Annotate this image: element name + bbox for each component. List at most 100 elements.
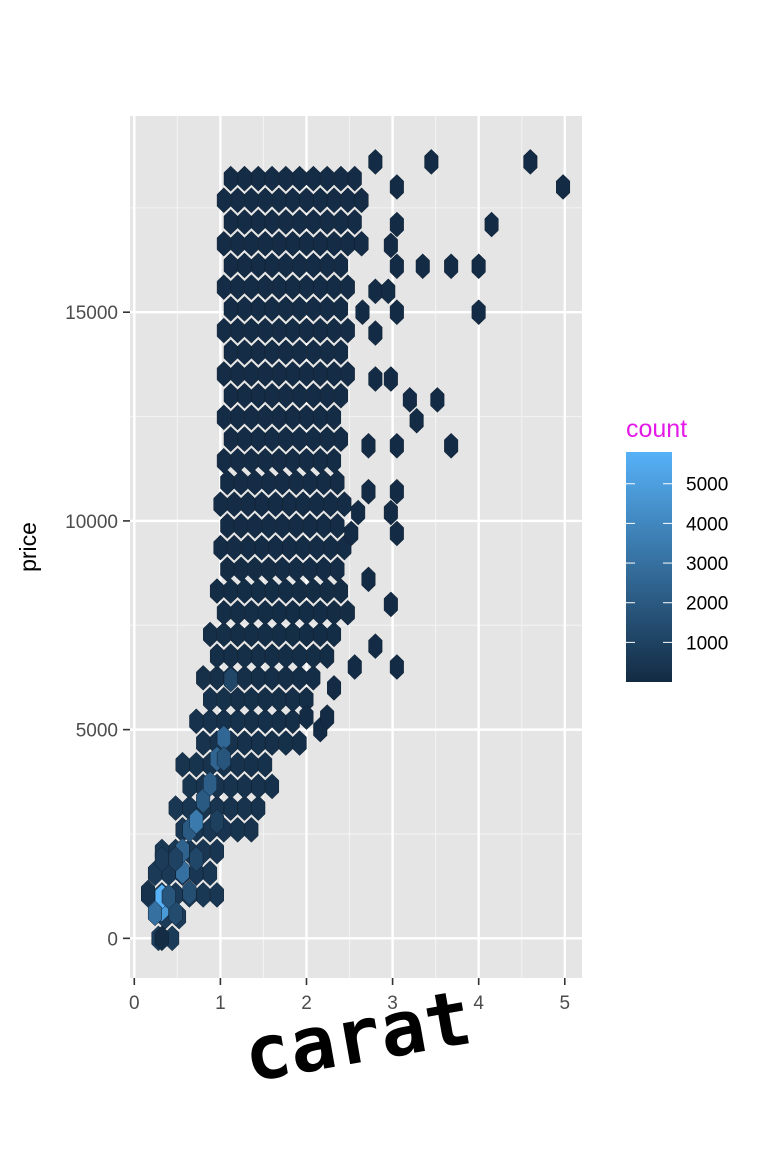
legend-title: count (626, 415, 687, 443)
y-tick-label: 0 (107, 929, 118, 950)
hexbin-cell (271, 230, 286, 257)
hexbin-cell (327, 621, 342, 648)
hexbin-cell (216, 404, 231, 431)
hexbin-cell (258, 447, 273, 474)
hexbin-cell (258, 686, 273, 713)
hexbin-cell (209, 838, 224, 865)
hexbin-cell (265, 165, 280, 192)
hexbin-cell (265, 339, 280, 366)
hexbin-cell (209, 808, 224, 835)
hexbin-cell (278, 730, 293, 756)
x-tick-label: 1 (215, 993, 226, 1014)
hexbin-cell (265, 665, 280, 691)
hexbin-cell (361, 432, 376, 459)
hexbin-cell (313, 317, 328, 344)
hexbin-cell (168, 795, 183, 821)
hexbin-cell (278, 165, 293, 192)
hexbin-cell (381, 278, 396, 305)
hexbin-cell (327, 599, 342, 626)
hexbin-cell (213, 491, 228, 518)
hexbin-cell (271, 447, 286, 474)
hexbin-cell (196, 665, 211, 691)
hexbin-cell (299, 447, 314, 474)
legend-ticks: 1000 2000 3000 4000 5000 (626, 475, 728, 654)
hexbin-cell (361, 566, 376, 593)
hexbin-cell (330, 513, 345, 539)
hexbin-cell (278, 382, 293, 409)
hexbin-cell (258, 751, 273, 778)
hexbin-cell (258, 404, 273, 431)
y-axis-title: price (15, 522, 41, 572)
hexbin-cell (223, 795, 238, 821)
hexbin-cell (289, 556, 304, 583)
y-axis: 0 5000 10000 15000 (65, 303, 130, 950)
hexbin-cell (258, 599, 273, 626)
hexbin-cell (302, 556, 317, 583)
hexbin-cell (368, 320, 383, 346)
hexbin-cell (244, 447, 259, 474)
hexbin-cell (244, 404, 259, 431)
hexbin-cell (251, 426, 266, 452)
hexbin-cell (254, 491, 269, 518)
hexbin-cell (258, 361, 273, 387)
y-tick-label: 15000 (65, 303, 118, 324)
hexbin-cell (234, 469, 249, 496)
hexbin-cell (244, 686, 259, 713)
hexbin-cell (278, 426, 293, 452)
hexbin-cell (278, 209, 293, 235)
legend-colorbar (626, 452, 672, 682)
hexbin-layer (141, 149, 571, 952)
hexbin-cell (251, 665, 266, 691)
hexbin-cell (389, 211, 404, 238)
hexbin-cell (313, 230, 328, 257)
hexbin-cell (389, 654, 404, 680)
x-tick-label: 3 (387, 993, 398, 1014)
legend-label: 2000 (686, 594, 728, 615)
hexbin-cell (337, 491, 352, 518)
x-tick-label: 5 (559, 993, 570, 1014)
hexbin-cell (278, 339, 293, 366)
hexbin-cell (306, 665, 321, 691)
hexbin-cell (244, 187, 259, 214)
hexbin-cell (154, 925, 169, 952)
hexbin-cell (484, 211, 499, 238)
hexbin-cell (306, 165, 321, 192)
hexbin-cell (282, 491, 297, 518)
hexbin-cell (141, 879, 156, 906)
hexbin-cell (383, 366, 398, 392)
hexbin-cell (389, 299, 404, 326)
hexbin-cell (258, 230, 273, 257)
hexbin-cell (220, 469, 235, 496)
hexbin-cell (415, 253, 430, 280)
hexbin-cell (220, 556, 235, 583)
hexbin-cell (313, 361, 328, 387)
hexbin-cell (234, 513, 249, 539)
hexbin-cell (154, 846, 169, 872)
hexbin-cell (203, 686, 218, 713)
hexbin-cell (216, 686, 231, 713)
hexbin-cell (320, 296, 335, 322)
hexbin-cell (189, 808, 204, 835)
hexbin-cell (203, 621, 218, 648)
hexbin-cell (299, 621, 314, 648)
hexbin-cell (216, 361, 231, 387)
hexbin-cell (254, 534, 269, 561)
hexbin-cell (189, 751, 204, 778)
hexbin-cell (265, 578, 280, 604)
hexbin-cell (299, 599, 314, 626)
hexbin-cell (306, 296, 321, 322)
hexbin-cell (271, 599, 286, 626)
hexbin-cell (327, 404, 342, 431)
hexbin-cell (271, 187, 286, 214)
hexbin-cell (289, 469, 304, 496)
hexbin-cell (299, 274, 314, 300)
hexbin-cell (251, 382, 266, 409)
hexbin-cell (244, 230, 259, 257)
hexbin-cell (244, 317, 259, 344)
hexbin-cell (271, 404, 286, 431)
hexbin-cell (271, 274, 286, 300)
hexbin-cell (340, 599, 355, 626)
hexbin-cell (320, 426, 335, 452)
hexbin-cell (471, 253, 486, 280)
